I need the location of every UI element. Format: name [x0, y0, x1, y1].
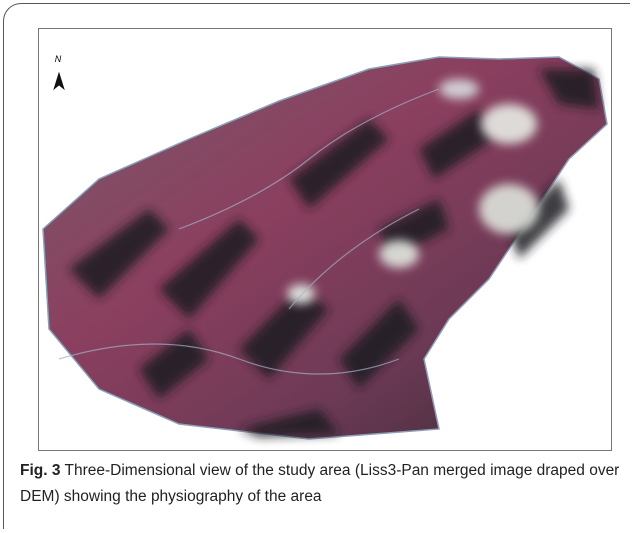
caption-text: Three-Dimensional view of the study area… — [20, 462, 619, 505]
north-arrow: N — [54, 54, 64, 89]
north-label: N — [55, 54, 62, 64]
caption-label: Fig. 3 — [20, 462, 60, 479]
figure-caption: Fig. 3 Three-Dimensional view of the stu… — [20, 458, 625, 510]
page: N Fig. 3 Three-Dimensional view of the s… — [0, 0, 635, 533]
figure-frame: N — [38, 28, 612, 451]
terrain-image: N — [39, 29, 611, 450]
